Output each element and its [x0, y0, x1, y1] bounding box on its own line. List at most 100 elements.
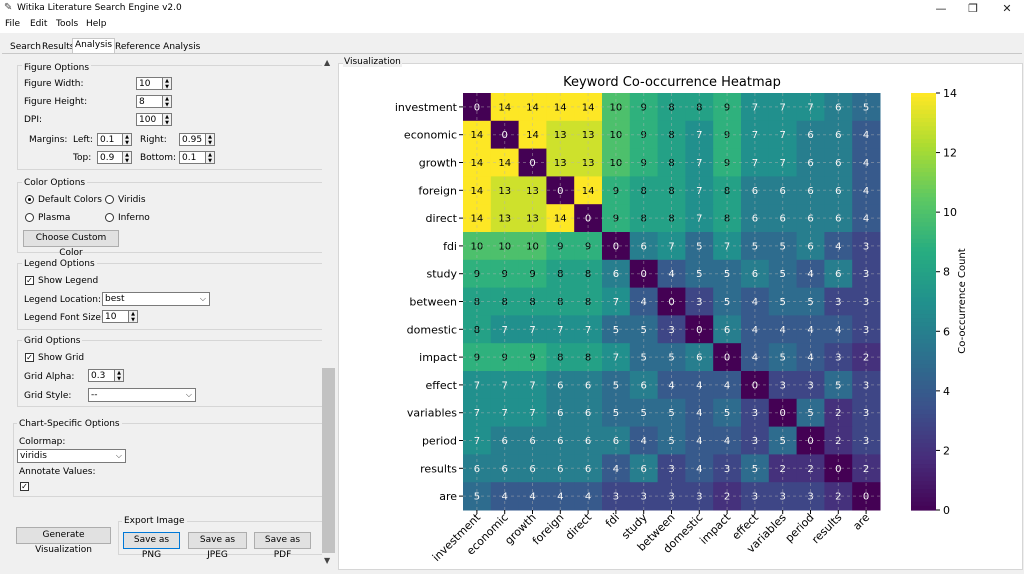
cell-value-label: 6: [585, 464, 591, 475]
tab-divider: [2, 53, 1022, 54]
window-title: Witika Literature Search Engine v2.0: [17, 3, 182, 13]
tab-reference-analysis[interactable]: Reference Analysis: [115, 42, 201, 52]
tab-results[interactable]: Results: [42, 42, 75, 52]
menu-tools[interactable]: Tools: [56, 19, 79, 29]
colorbar-segment: [911, 172, 936, 177]
scroll-up-icon[interactable]: ▲: [324, 58, 331, 67]
grid-alpha-input[interactable]: 0.3: [88, 369, 115, 382]
dpi-input[interactable]: 100: [136, 113, 163, 126]
cell-value-label: 8: [668, 214, 674, 225]
colorbar-segment: [911, 293, 936, 298]
choose-custom-color-button[interactable]: Choose Custom Color: [23, 230, 119, 258]
plasma-radio[interactable]: [25, 213, 34, 222]
figure-height-input[interactable]: 8: [136, 95, 163, 108]
show-legend-checkbox[interactable]: ✓: [25, 276, 34, 285]
viridis-radio[interactable]: [105, 195, 114, 204]
colorbar-segment: [911, 168, 936, 173]
minimize-button[interactable]: —: [935, 2, 947, 15]
margin-left-input[interactable]: 0.1: [97, 133, 123, 146]
margin-bottom-stepper[interactable]: ▲ ▼: [205, 151, 215, 164]
cell-value-label: 7: [613, 353, 619, 364]
heatmap-cell: [685, 204, 714, 233]
cell-value-label: 3: [863, 269, 869, 280]
colormap-select[interactable]: viridis ⌵: [17, 449, 126, 463]
heatmap-cell: [685, 120, 714, 150]
chart-options-title: Chart-Specific Options: [17, 419, 122, 429]
tab-search[interactable]: Search: [10, 42, 41, 52]
heatmap-chart: Keyword Co-occurrence Heatmap 0 14 14 14 14 1…: [395, 75, 968, 564]
heatmap-cell: [546, 176, 575, 205]
close-button[interactable]: ✕: [1002, 2, 1012, 15]
heatmap-cell: [574, 482, 603, 511]
cell-value-label: 6: [807, 241, 813, 252]
heatmap-cell: [713, 148, 742, 177]
cell-value-label: 3: [863, 408, 869, 419]
heatmap-cell: [657, 426, 686, 455]
tab-analysis[interactable]: Analysis: [72, 38, 116, 54]
cell-value-label: 6: [585, 408, 591, 419]
grid-alpha-stepper[interactable]: ▲ ▼: [114, 369, 124, 382]
colorbar-segment: [911, 330, 936, 336]
menu-edit[interactable]: Edit: [30, 19, 48, 29]
plasma-label: Plasma: [38, 213, 71, 223]
cell-value-label: 4: [724, 436, 730, 447]
heatmap-cell: [741, 426, 770, 455]
legend-location-select[interactable]: best ⌵: [102, 292, 210, 306]
heatmap-cell: [629, 398, 659, 428]
heatmap-cell: [657, 120, 686, 150]
heatmap-cell: [490, 148, 520, 177]
inferno-radio[interactable]: [105, 213, 114, 222]
cell-value-label: 10: [610, 158, 623, 169]
heatmap-cell: [546, 259, 575, 289]
margin-top-stepper[interactable]: ▲ ▼: [122, 151, 132, 164]
colorbar-segment: [911, 318, 936, 323]
scrollbar-thumb[interactable]: [322, 368, 335, 553]
cell-value-label: 6: [502, 436, 508, 447]
figure-height-stepper[interactable]: ▲ ▼: [162, 95, 172, 108]
margin-right-input[interactable]: 0.95: [179, 133, 206, 146]
grid-style-select[interactable]: -- ⌵: [88, 388, 196, 402]
margin-left-stepper[interactable]: ▲ ▼: [122, 133, 132, 146]
dpi-stepper[interactable]: ▲ ▼: [162, 113, 172, 126]
figure-width-input[interactable]: 10: [136, 77, 163, 90]
margin-right-stepper[interactable]: ▲ ▼: [205, 133, 215, 146]
margin-top-input[interactable]: 0.9: [97, 151, 123, 164]
figure-width-stepper[interactable]: ▲ ▼: [162, 77, 172, 90]
scroll-down-icon[interactable]: ▼: [324, 556, 331, 565]
legend-font-size-stepper[interactable]: ▲ ▼: [128, 310, 138, 323]
heatmap-cell: [741, 343, 770, 372]
heatmap-cell: [824, 259, 853, 289]
cell-value-label: 4: [752, 325, 758, 336]
legend-font-size-input[interactable]: 10: [102, 310, 129, 323]
default-colors-radio[interactable]: [25, 195, 34, 204]
save-pdf-button[interactable]: Save as PDF: [254, 532, 311, 560]
colorbar-segment: [911, 372, 936, 378]
heatmap-cell: [685, 371, 714, 400]
menu-help[interactable]: Help: [86, 19, 107, 29]
heatmap-cell: [713, 426, 742, 455]
heatmap-cell: [713, 343, 742, 372]
heatmap-cell: [824, 232, 853, 261]
heatmap-cell: [518, 204, 547, 233]
margin-bottom-input[interactable]: 0.1: [179, 151, 206, 164]
annotate-values-checkbox[interactable]: ✓: [20, 482, 29, 491]
cell-value-label: 3: [863, 297, 869, 308]
generate-visualization-button[interactable]: Generate Visualization: [16, 527, 111, 555]
heatmap-cell: [685, 176, 714, 205]
cell-value-label: 14: [471, 214, 484, 225]
maximize-button[interactable]: ❐: [968, 2, 978, 15]
save-png-button[interactable]: Save as PNG: [123, 532, 180, 560]
heatmap-cell: [657, 454, 686, 483]
cell-value-label: 8: [585, 297, 591, 308]
cell-value-label: 6: [585, 436, 591, 447]
show-grid-checkbox[interactable]: ✓: [25, 353, 34, 362]
save-jpeg-button[interactable]: Save as JPEG: [188, 532, 247, 560]
colorbar-tick-label: 4: [943, 385, 950, 398]
cell-value-label: 3: [752, 492, 758, 503]
menu-file[interactable]: File: [5, 19, 21, 29]
colorbar-segment: [911, 126, 936, 132]
heatmap-cell: [574, 426, 603, 455]
x-tick-label: are: [850, 511, 872, 533]
colorbar-tick-label: 0: [943, 504, 950, 517]
heatmap-cell: [518, 454, 547, 483]
